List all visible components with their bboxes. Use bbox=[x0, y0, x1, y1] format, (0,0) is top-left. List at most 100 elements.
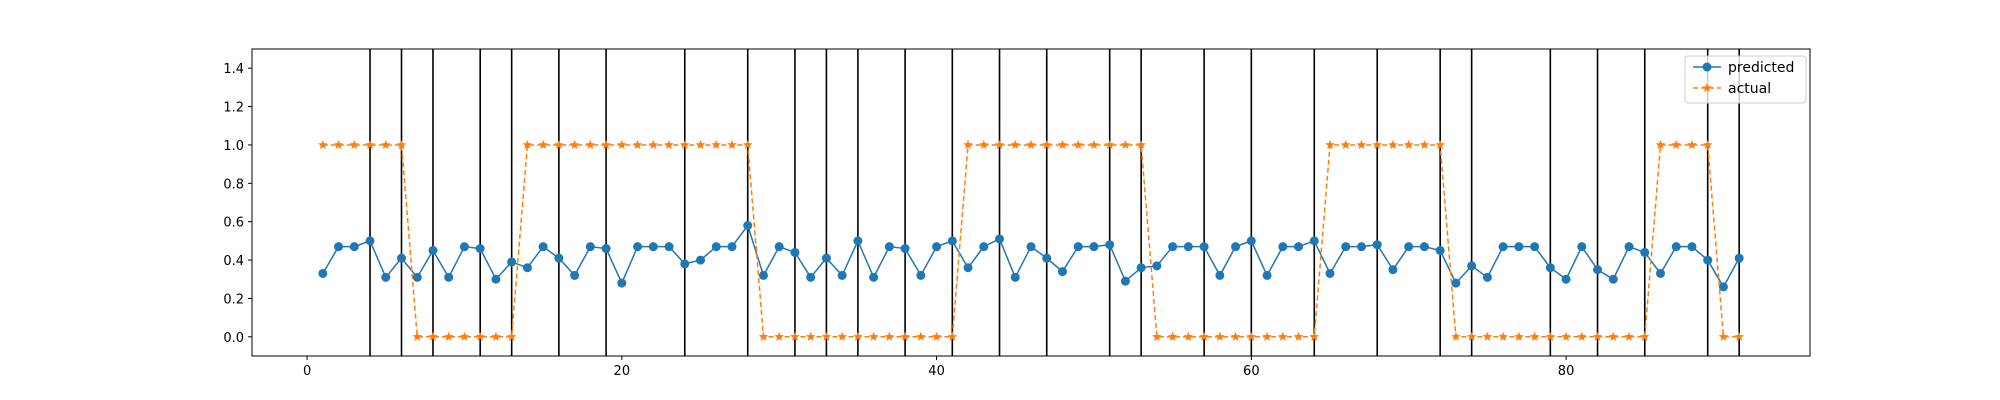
data-point-predicted bbox=[1718, 282, 1728, 292]
data-point-actual bbox=[1482, 331, 1493, 341]
data-point-actual bbox=[1655, 139, 1666, 149]
data-point-actual bbox=[805, 331, 816, 341]
data-point-actual bbox=[947, 331, 958, 341]
data-point-predicted bbox=[1042, 253, 1052, 263]
data-point-predicted bbox=[758, 270, 768, 280]
data-point-predicted bbox=[1010, 272, 1020, 282]
axes-frame bbox=[251, 48, 1811, 357]
data-point-predicted bbox=[1388, 265, 1398, 275]
data-point-predicted bbox=[507, 257, 517, 267]
data-point-actual bbox=[1325, 139, 1335, 149]
data-point-actual bbox=[1010, 139, 1021, 149]
data-point-predicted bbox=[1703, 255, 1713, 265]
data-point-predicted bbox=[1467, 261, 1477, 271]
data-point-predicted bbox=[1734, 253, 1744, 263]
data-point-actual bbox=[1356, 139, 1367, 149]
data-point-actual bbox=[680, 139, 690, 149]
data-point-actual bbox=[931, 331, 942, 341]
data-point-actual bbox=[475, 331, 485, 341]
data-point-actual bbox=[1702, 139, 1713, 149]
data-point-actual bbox=[821, 331, 832, 341]
data-point-actual bbox=[569, 139, 580, 149]
data-point-predicted bbox=[1655, 268, 1665, 278]
data-point-actual bbox=[916, 331, 926, 341]
data-point-predicted bbox=[900, 244, 910, 254]
data-point-predicted bbox=[806, 272, 816, 282]
data-point-predicted bbox=[1073, 242, 1083, 252]
data-point-actual bbox=[1419, 139, 1430, 149]
data-point-predicted bbox=[1435, 245, 1445, 255]
y-tick-label: 0.4 bbox=[223, 254, 244, 269]
data-point-predicted bbox=[1593, 265, 1603, 275]
data-point-predicted bbox=[1404, 242, 1414, 252]
data-point-actual bbox=[1718, 331, 1729, 341]
data-point-predicted bbox=[1089, 242, 1099, 252]
data-point-predicted bbox=[648, 242, 658, 252]
x-tick-label: 60 bbox=[1243, 364, 1260, 379]
data-point-predicted bbox=[1687, 242, 1697, 252]
data-point-predicted bbox=[334, 242, 344, 252]
legend: predicted actual bbox=[1684, 55, 1807, 104]
data-point-predicted bbox=[444, 272, 454, 282]
data-point-actual bbox=[900, 331, 910, 341]
data-point-predicted bbox=[633, 242, 643, 252]
data-point-actual bbox=[428, 331, 438, 341]
data-point-actual bbox=[1340, 139, 1351, 149]
data-point-predicted bbox=[1608, 274, 1618, 284]
series-actual bbox=[318, 139, 1744, 341]
data-point-actual bbox=[837, 331, 847, 341]
data-point-actual bbox=[742, 139, 753, 149]
data-point-predicted bbox=[428, 245, 438, 255]
data-point-predicted bbox=[1640, 247, 1650, 257]
vertical-lines bbox=[369, 49, 1740, 356]
data-point-actual bbox=[333, 139, 344, 149]
data-point-actual bbox=[1136, 139, 1146, 149]
y-tick-label: 0.2 bbox=[223, 292, 244, 307]
y-tick-label: 0.8 bbox=[223, 177, 244, 192]
data-point-actual bbox=[853, 331, 863, 341]
data-point-predicted bbox=[617, 278, 627, 288]
y-tick-label: 0.6 bbox=[223, 216, 244, 231]
y-tick-label: 1.2 bbox=[223, 101, 244, 116]
data-point-predicted bbox=[491, 274, 501, 284]
data-point-actual bbox=[554, 139, 564, 149]
data-point-actual bbox=[1026, 139, 1036, 149]
data-point-actual bbox=[1309, 331, 1320, 341]
data-point-actual bbox=[1199, 331, 1209, 341]
data-point-actual bbox=[1104, 139, 1115, 149]
data-point-predicted bbox=[853, 236, 863, 246]
data-point-actual bbox=[868, 331, 879, 341]
data-point-actual bbox=[1466, 331, 1477, 341]
data-point-predicted bbox=[1372, 240, 1382, 250]
data-point-predicted bbox=[1262, 270, 1272, 280]
y-axis-ticks: 0.0 0.2 0.4 0.6 0.8 1.0 1.2 1.4 bbox=[223, 62, 252, 346]
data-point-predicted bbox=[774, 242, 784, 252]
data-point-actual bbox=[1687, 139, 1697, 149]
data-point-actual bbox=[1167, 331, 1178, 341]
data-point-actual bbox=[790, 331, 800, 341]
data-point-predicted bbox=[821, 253, 831, 263]
data-point-actual bbox=[632, 139, 643, 149]
data-point-predicted bbox=[1246, 236, 1256, 246]
data-point-actual bbox=[1230, 331, 1241, 341]
x-tick-label: 0 bbox=[303, 364, 311, 379]
data-point-predicted bbox=[979, 242, 989, 252]
data-point-actual bbox=[1561, 331, 1571, 341]
data-point-predicted bbox=[1356, 242, 1366, 252]
data-point-predicted bbox=[1294, 242, 1304, 252]
x-tick-label: 40 bbox=[928, 364, 945, 379]
data-point-predicted bbox=[1199, 242, 1209, 252]
data-point-predicted bbox=[412, 272, 422, 282]
y-tick-label: 1.4 bbox=[223, 62, 244, 77]
data-point-actual bbox=[617, 139, 627, 149]
data-point-actual bbox=[1372, 139, 1382, 149]
data-point-actual bbox=[884, 331, 895, 341]
data-point-predicted bbox=[1136, 263, 1146, 273]
data-point-predicted bbox=[884, 242, 894, 252]
data-point-predicted bbox=[837, 270, 847, 280]
data-point-predicted bbox=[1671, 242, 1681, 252]
data-point-actual bbox=[774, 331, 784, 341]
data-point-predicted bbox=[538, 242, 548, 252]
data-point-actual bbox=[1089, 139, 1099, 149]
legend-predicted-marker bbox=[1702, 62, 1712, 72]
